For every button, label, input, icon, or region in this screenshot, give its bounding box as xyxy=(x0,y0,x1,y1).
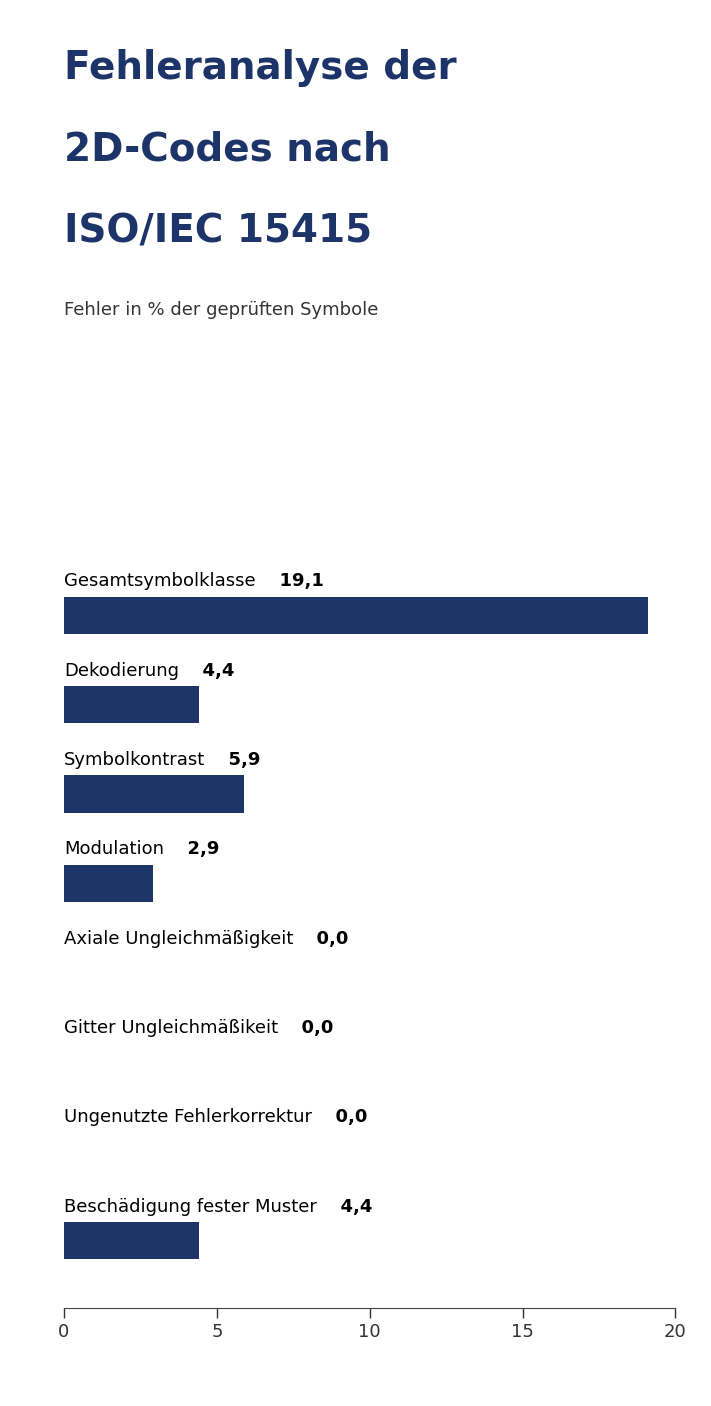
Text: 4,4: 4,4 xyxy=(190,662,235,679)
Text: Dekodierung: Dekodierung xyxy=(64,662,179,679)
Bar xyxy=(64,596,648,634)
Bar xyxy=(64,1222,198,1260)
Text: Symbolkontrast: Symbolkontrast xyxy=(64,751,205,769)
Bar xyxy=(64,775,245,813)
Text: 4,4: 4,4 xyxy=(328,1198,373,1216)
Text: 0,0: 0,0 xyxy=(323,1108,368,1126)
Text: 5,9: 5,9 xyxy=(216,751,261,769)
Text: Gesamtsymbolklasse: Gesamtsymbolklasse xyxy=(64,572,256,591)
Text: 19,1: 19,1 xyxy=(267,572,324,591)
Bar xyxy=(64,865,153,903)
Text: 0,0: 0,0 xyxy=(304,929,349,948)
Text: Fehler in % der geprüften Symbole: Fehler in % der geprüften Symbole xyxy=(64,301,378,319)
Text: Modulation: Modulation xyxy=(64,841,164,858)
Text: Fehleranalyse der: Fehleranalyse der xyxy=(64,49,456,87)
Text: Beschädigung fester Muster: Beschädigung fester Muster xyxy=(64,1198,317,1216)
Text: Ungenutzte Fehlerkorrektur: Ungenutzte Fehlerkorrektur xyxy=(64,1108,312,1126)
Bar xyxy=(64,686,198,724)
Text: 2,9: 2,9 xyxy=(175,841,220,858)
Text: 2D-Codes nach: 2D-Codes nach xyxy=(64,131,390,169)
Text: ISO/IEC 15415: ISO/IEC 15415 xyxy=(64,212,372,250)
Text: Gitter Ungleichmäßikeit: Gitter Ungleichmäßikeit xyxy=(64,1019,278,1038)
Text: Axiale Ungleichmäßigkeit: Axiale Ungleichmäßigkeit xyxy=(64,929,294,948)
Text: 0,0: 0,0 xyxy=(289,1019,333,1038)
